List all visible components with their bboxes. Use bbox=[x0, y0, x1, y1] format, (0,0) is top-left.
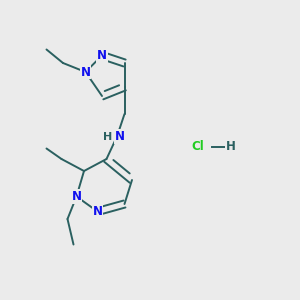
Text: N: N bbox=[92, 205, 103, 218]
Text: H: H bbox=[103, 131, 112, 142]
Text: H: H bbox=[226, 140, 235, 154]
Text: N: N bbox=[80, 65, 91, 79]
Text: N: N bbox=[97, 49, 107, 62]
Text: N: N bbox=[115, 130, 125, 143]
Text: N: N bbox=[71, 190, 82, 203]
Text: Cl: Cl bbox=[192, 140, 204, 154]
